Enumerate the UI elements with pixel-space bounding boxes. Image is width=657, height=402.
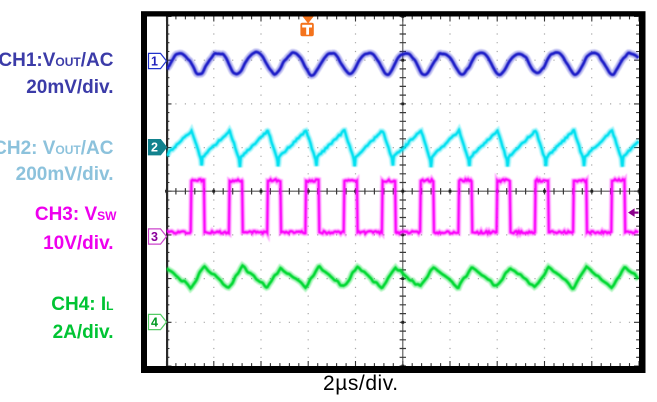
svg-text:2: 2 bbox=[151, 141, 158, 155]
svg-text:3: 3 bbox=[151, 230, 158, 244]
svg-text:4: 4 bbox=[151, 315, 158, 329]
svg-text:1: 1 bbox=[151, 54, 158, 68]
